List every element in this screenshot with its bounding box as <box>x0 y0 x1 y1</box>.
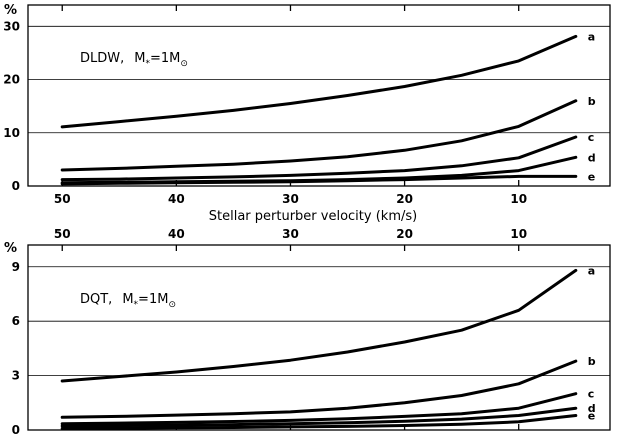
x-tick-label-30: 30 <box>282 192 299 206</box>
x-axis-label: Stellar perturber velocity (km/s) <box>209 209 417 224</box>
annotation-mass-subscript: * <box>145 59 150 69</box>
annotation-mass-value: =1M <box>138 292 168 307</box>
series-line-b <box>60 99 578 172</box>
x-tick-label-40: 40 <box>168 227 185 241</box>
y-axis-label: % <box>4 3 17 18</box>
annotation-solar-symbol: ⊙ <box>180 59 188 69</box>
series-line-e <box>60 414 578 430</box>
y-tick-label-30: 30 <box>3 19 20 33</box>
annotation-mass-symbol: M <box>122 292 133 307</box>
series-label-e: e <box>588 409 595 422</box>
series-label-e: e <box>588 170 595 183</box>
series-label-d: d <box>588 151 596 164</box>
plot-frame <box>27 244 611 431</box>
annotation-mass-subscript: * <box>134 300 139 310</box>
x-tick-label-20: 20 <box>396 192 413 206</box>
annotation-name: DQT, <box>80 292 112 307</box>
x-tick-label-10: 10 <box>510 192 527 206</box>
x-tick-label-30: 30 <box>282 227 299 241</box>
x-tick-label-40: 40 <box>168 192 185 206</box>
series-label-d: d <box>588 402 596 415</box>
annotation-mass-value: =1M <box>150 51 180 66</box>
y-axis-label: % <box>4 241 17 256</box>
series-label-c: c <box>588 388 595 401</box>
x-tick-label-50: 50 <box>54 192 71 206</box>
series-line-e <box>60 174 578 186</box>
y-tick-label-6: 6 <box>12 314 20 328</box>
y-tick-label-3: 3 <box>12 369 20 383</box>
y-tick-label-20: 20 <box>3 73 20 87</box>
series-label-b: b <box>588 355 596 368</box>
series-label-a: a <box>588 30 595 43</box>
series-line-b <box>60 359 578 419</box>
y-tick-label-0: 0 <box>12 423 20 435</box>
series-label-a: a <box>588 264 595 277</box>
series-label-b: b <box>588 95 596 108</box>
plot-frame <box>27 4 611 187</box>
annotation-name: DLDW, <box>80 51 124 66</box>
series-label-c: c <box>588 131 595 144</box>
y-tick-label-9: 9 <box>12 260 20 274</box>
series-line-d <box>60 406 578 428</box>
annotation-solar-symbol: ⊙ <box>168 300 176 310</box>
series-line-c <box>60 392 578 426</box>
panel-annotation: DLDW, M*=1M⊙ <box>80 51 188 69</box>
series-line-c <box>60 135 578 182</box>
series-line-a <box>60 268 578 383</box>
panel-annotation: DQT, M*=1M⊙ <box>80 292 176 310</box>
top-panel-dldw: 0 10 20 30% 50 40 30 20 10 a b cde DLDW, M*=1M⊙ <box>3 3 611 206</box>
x-tick-label-10: 10 <box>510 227 527 241</box>
bottom-panel-dqt: 0 3 6 9% 50 40 30 20 10 a b cde DQT, M*=1M⊙ <box>4 227 611 435</box>
annotation-mass-symbol: M <box>134 51 145 66</box>
x-tick-label-50: 50 <box>54 227 71 241</box>
y-tick-label-10: 10 <box>3 126 20 140</box>
series-line-a <box>60 34 578 129</box>
x-tick-label-20: 20 <box>396 227 413 241</box>
y-tick-label-0: 0 <box>12 179 20 193</box>
